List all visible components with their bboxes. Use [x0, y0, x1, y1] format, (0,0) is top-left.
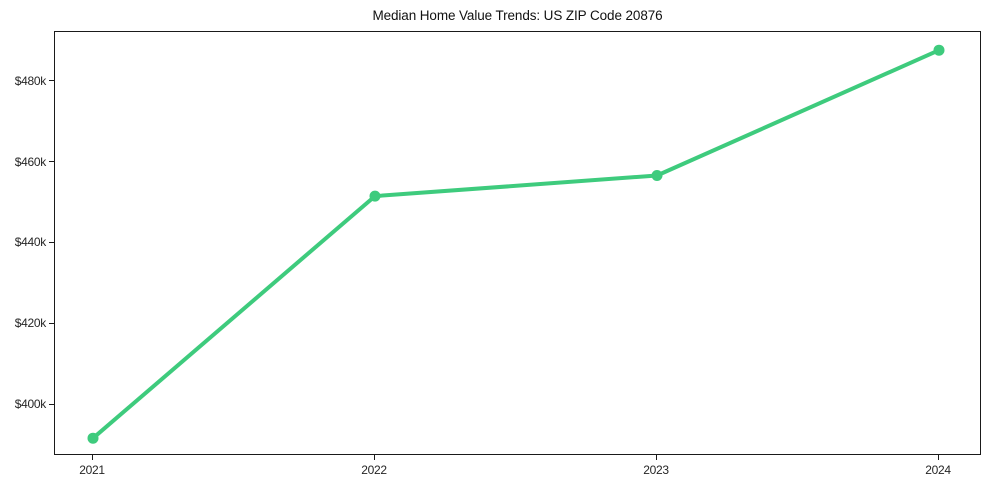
x-tick-label: 2022 [361, 463, 387, 477]
y-tick-label: $420k [14, 316, 47, 331]
x-tick-label: 2023 [643, 463, 669, 477]
y-tick-mark [49, 241, 54, 243]
y-tick-mark [49, 80, 54, 82]
y-tick-label: $400k [14, 397, 47, 412]
data-point-2021 [87, 432, 99, 444]
data-point-2022 [369, 190, 381, 202]
x-tick-mark [91, 455, 93, 460]
y-tick-mark [49, 403, 54, 405]
y-tick-label: $480k [14, 73, 47, 88]
line-series-canvas [87, 44, 945, 444]
data-point-2024 [933, 44, 945, 56]
x-tick-label: 2021 [79, 463, 105, 477]
series-line [91, 48, 941, 441]
x-tick-mark [655, 455, 657, 460]
x-tick-label: 2024 [925, 463, 951, 477]
y-tick-label: $460k [14, 154, 47, 169]
plot-area [54, 31, 981, 455]
x-tick-mark [373, 455, 375, 460]
y-tick-mark [49, 161, 54, 163]
chart-title: Median Home Value Trends: US ZIP Code 20… [372, 8, 663, 23]
y-tick-label: $440k [14, 235, 47, 250]
x-tick-mark [937, 455, 939, 460]
y-tick-mark [49, 322, 54, 324]
data-point-2023 [651, 170, 663, 181]
